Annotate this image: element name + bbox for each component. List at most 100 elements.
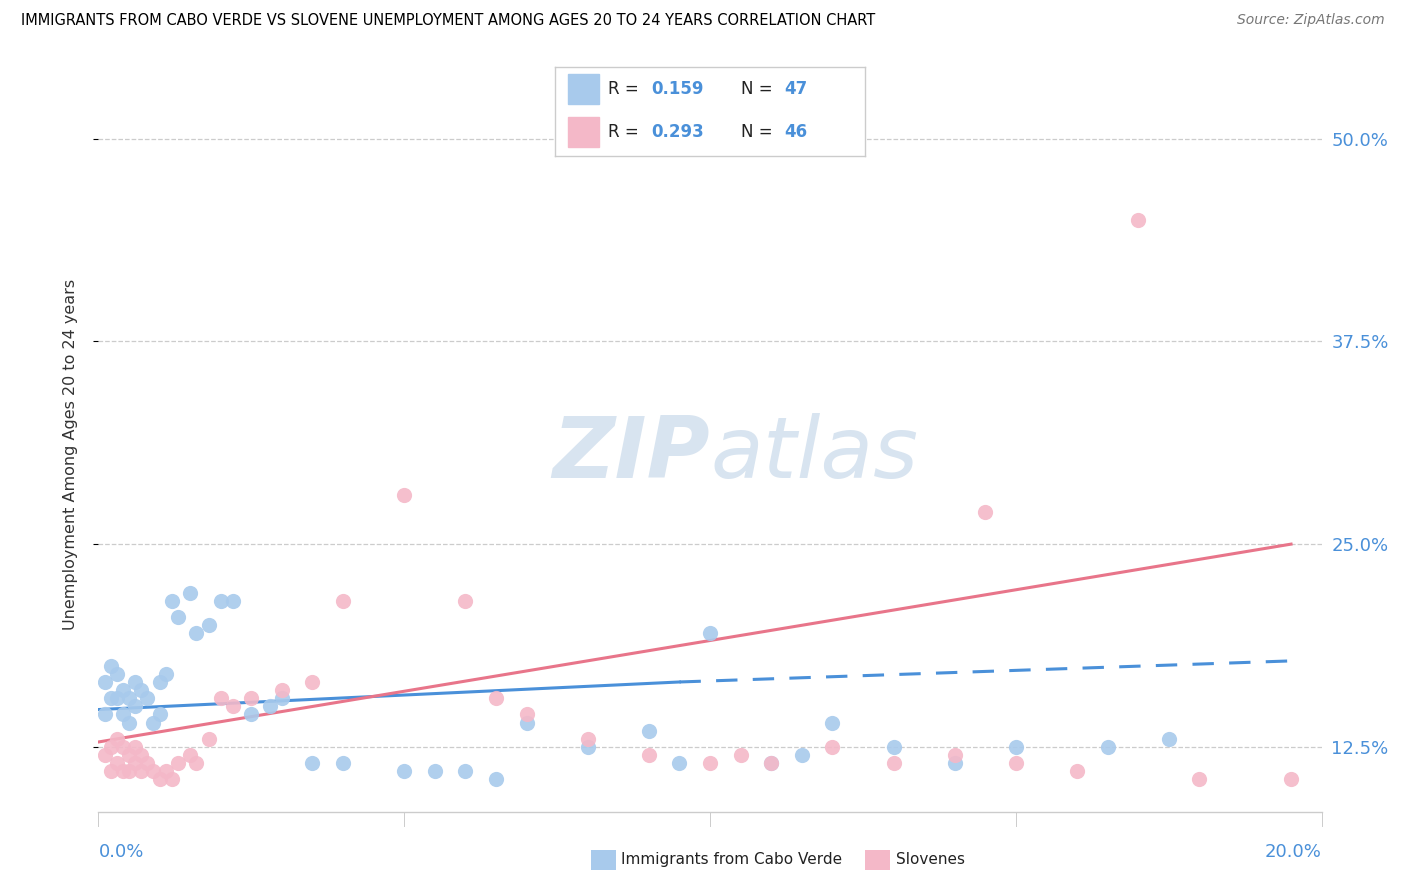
Point — [149, 707, 172, 722]
Point — [392, 764, 416, 779]
Point — [1157, 731, 1180, 746]
Point — [516, 707, 538, 722]
Point — [93, 747, 115, 762]
Point — [136, 756, 159, 770]
Point — [179, 586, 201, 600]
Point — [186, 756, 208, 770]
Point — [124, 675, 146, 690]
Point — [454, 764, 477, 779]
Point — [1128, 212, 1150, 227]
Point — [1097, 739, 1119, 754]
Point — [943, 756, 966, 770]
Point — [100, 764, 122, 779]
Point — [1188, 772, 1211, 787]
Point — [149, 675, 172, 690]
Point — [118, 747, 141, 762]
Point — [155, 764, 177, 779]
Text: R =: R = — [607, 80, 644, 98]
Point — [136, 691, 159, 706]
Point — [883, 739, 905, 754]
Bar — [568, 117, 599, 147]
Point — [105, 666, 128, 681]
Point — [759, 756, 782, 770]
Point — [790, 747, 813, 762]
Point — [730, 747, 752, 762]
Point — [142, 715, 165, 730]
Point — [759, 756, 782, 770]
Point — [240, 707, 263, 722]
Point — [111, 707, 134, 722]
Text: ZIP: ZIP — [553, 413, 710, 497]
Point — [93, 675, 115, 690]
Point — [1279, 772, 1302, 787]
Point — [142, 764, 165, 779]
Point — [167, 756, 190, 770]
Point — [392, 488, 416, 502]
Text: N =: N = — [741, 80, 778, 98]
Text: N =: N = — [741, 123, 778, 141]
Point — [105, 731, 128, 746]
Point — [105, 691, 128, 706]
Point — [111, 683, 134, 698]
Point — [222, 594, 245, 608]
Point — [1066, 764, 1088, 779]
Point — [197, 618, 219, 632]
Point — [1004, 756, 1026, 770]
Point — [423, 764, 446, 779]
Point — [821, 715, 844, 730]
Point — [637, 723, 661, 738]
Point — [100, 658, 122, 673]
Text: 0.0%: 0.0% — [98, 843, 143, 861]
Point — [118, 691, 141, 706]
Point — [155, 666, 177, 681]
Point — [576, 739, 599, 754]
Text: R =: R = — [607, 123, 644, 141]
Point — [167, 610, 190, 624]
Point — [124, 699, 146, 714]
Point — [100, 739, 122, 754]
Point — [259, 699, 281, 714]
Point — [149, 772, 172, 787]
Text: atlas: atlas — [710, 413, 918, 497]
Point — [485, 772, 508, 787]
Point — [222, 699, 245, 714]
Point — [111, 764, 134, 779]
Point — [118, 764, 141, 779]
Point — [301, 756, 323, 770]
Point — [821, 739, 844, 754]
Point — [637, 747, 661, 762]
Point — [1004, 739, 1026, 754]
Point — [209, 691, 232, 706]
Point — [974, 505, 997, 519]
Text: Slovenes: Slovenes — [896, 853, 965, 867]
Point — [100, 691, 122, 706]
Point — [576, 731, 599, 746]
Bar — [568, 74, 599, 104]
Point — [699, 626, 721, 640]
Point — [301, 675, 323, 690]
Point — [943, 747, 966, 762]
Point — [129, 747, 152, 762]
Point — [332, 756, 354, 770]
Point — [699, 756, 721, 770]
Point — [179, 747, 201, 762]
Point — [93, 707, 115, 722]
Point — [197, 731, 219, 746]
Text: Immigrants from Cabo Verde: Immigrants from Cabo Verde — [621, 853, 842, 867]
Text: 47: 47 — [785, 80, 807, 98]
Point — [124, 739, 146, 754]
Text: 46: 46 — [785, 123, 807, 141]
Point — [124, 756, 146, 770]
Point — [332, 594, 354, 608]
Text: IMMIGRANTS FROM CABO VERDE VS SLOVENE UNEMPLOYMENT AMONG AGES 20 TO 24 YEARS COR: IMMIGRANTS FROM CABO VERDE VS SLOVENE UN… — [21, 13, 876, 29]
Point — [118, 715, 141, 730]
Point — [270, 691, 292, 706]
Text: Source: ZipAtlas.com: Source: ZipAtlas.com — [1237, 13, 1385, 28]
Text: 0.293: 0.293 — [651, 123, 704, 141]
Point — [485, 691, 508, 706]
Text: 0.159: 0.159 — [651, 80, 704, 98]
Point — [111, 739, 134, 754]
Point — [240, 691, 263, 706]
Point — [105, 756, 128, 770]
Point — [516, 715, 538, 730]
